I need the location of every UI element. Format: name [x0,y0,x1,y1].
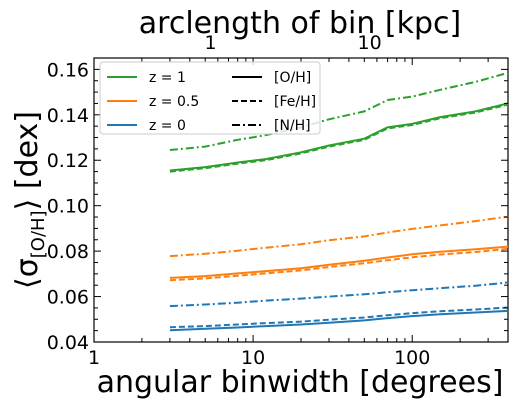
y-axis-title-subscript: [O/H] [28,210,49,258]
y-tick-label: 0.12 [47,150,89,172]
x-tick-label: 10 [241,347,265,369]
x-tick-label: 100 [394,347,430,369]
y-tick-labels: 0.04 0.06 0.08 0.10 0.12 0.14 0.16 [47,59,89,354]
y-tick-label: 0.04 [47,332,89,354]
top-tick-label: 1 [204,32,216,54]
axis-ticks-group [93,57,509,343]
y-axis-title: ⟨σ[O/H]⟩ [dex] [10,111,49,289]
data-series-group [169,71,509,332]
top-tick-label: 10 [358,32,382,54]
series-line-2 [169,71,509,151]
y-axis-title-tail: ⟩ [dex] [10,111,45,210]
y-axis-title-main: ⟨σ [10,258,45,289]
top-axis-title: arclength of bin [kpc] [139,6,461,41]
y-tick-label: 0.10 [47,196,89,218]
legend-box [99,61,321,135]
series-line-5 [169,215,509,258]
legend-label-style-1: [Fe/H] [274,94,316,110]
y-tick-label: 0.14 [47,105,89,127]
legend-label-color-2: z = 0 [149,118,186,134]
x-tick-label: 1 [88,347,100,369]
top-tick-labels: 1 10 [204,32,381,54]
y-tick-label: 0.16 [47,59,89,81]
series-line-0 [169,102,509,172]
series-line-6 [169,309,509,332]
y-tick-label: 0.06 [47,287,89,309]
series-line-1 [169,103,509,173]
x-tick-labels: 1 10 100 [88,347,430,369]
y-tick-label: 0.08 [47,241,89,263]
legend-label-color-0: z = 1 [149,70,186,86]
series-line-3 [169,245,509,279]
x-axis-title: angular binwidth [degrees] [97,365,504,400]
legend-label-style-2: [N/H] [274,118,311,134]
legend-label-style-0: [O/H] [274,70,311,86]
series-line-8 [169,281,509,308]
legend: z = 1 z = 0.5 z = 0 [O/H] [Fe/H] [N/H] [99,61,321,135]
series-line-7 [169,306,509,329]
legend-label-color-1: z = 0.5 [149,94,199,110]
